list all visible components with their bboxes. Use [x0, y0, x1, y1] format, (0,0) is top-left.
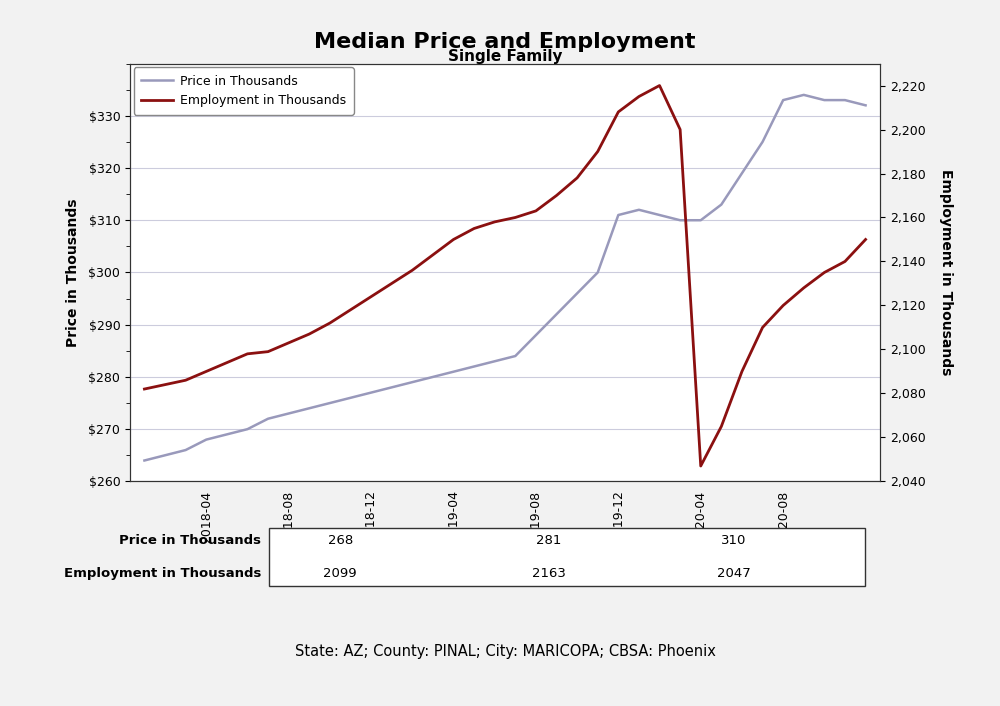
Legend: Price in Thousands, Employment in Thousands: Price in Thousands, Employment in Thousa…: [134, 67, 354, 114]
Text: 310: 310: [721, 534, 747, 547]
Text: Employment in Thousands: Employment in Thousands: [64, 567, 261, 580]
Text: 2163: 2163: [532, 567, 566, 580]
Text: Single Family: Single Family: [448, 49, 562, 64]
Text: 2047: 2047: [717, 567, 751, 580]
Y-axis label: Price in Thousands: Price in Thousands: [66, 198, 80, 347]
Y-axis label: Employment in Thousands: Employment in Thousands: [939, 169, 953, 376]
Text: 268: 268: [328, 534, 353, 547]
Text: State: AZ; County: PINAL; City: MARICOPA; CBSA: Phoenix: State: AZ; County: PINAL; City: MARICOPA…: [295, 644, 715, 659]
Text: Price in Thousands: Price in Thousands: [119, 534, 261, 547]
Bar: [269, 528, 865, 586]
Text: 2099: 2099: [323, 567, 357, 580]
Text: Median Price and Employment: Median Price and Employment: [314, 32, 696, 52]
Text: 281: 281: [536, 534, 562, 547]
